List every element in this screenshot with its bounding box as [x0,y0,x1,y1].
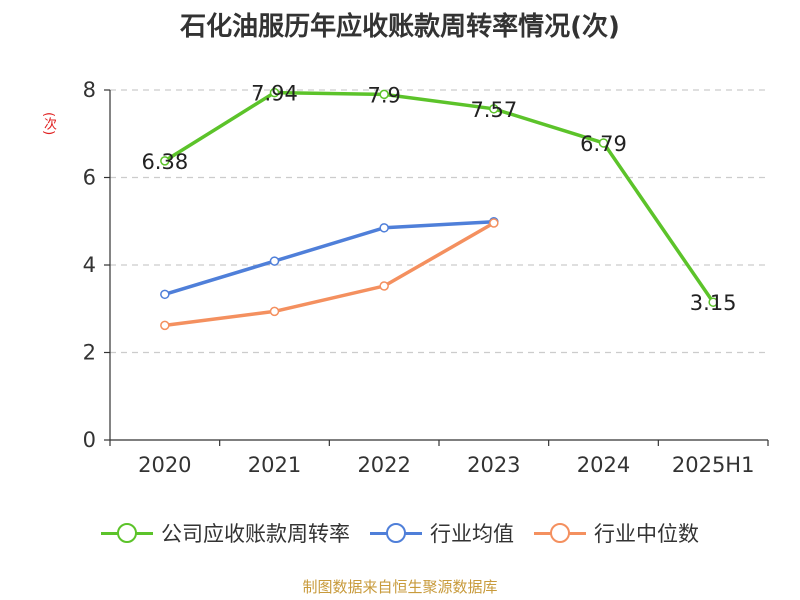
series-line-0 [163,90,715,304]
legend-dot [550,523,570,543]
data-point-1-2020 [160,289,170,300]
x-tick-label-2025H1: 2025H1 [672,453,755,477]
data-point-1-2022 [379,223,389,233]
axis-layer: 0 2 4 6 8 2020 2021 2022 2023 2024 2025H1 [83,78,769,477]
data-point-2-2022 [379,281,389,291]
legend-item-0[interactable]: 公司应收账款周转率 [101,518,350,548]
y-tick-label-2: 2 [83,341,96,365]
data-point-0-2021 [269,87,280,98]
series-line-2 [164,221,495,328]
x-tick-label-2020: 2020 [138,453,191,477]
y-axis-unit-label: (次) [41,112,56,136]
legend-dot [117,523,137,543]
legend-item-2[interactable]: 行业中位数 [534,518,699,548]
data-label-layer: 6.38 7.94 7.9 7.57 6.79 3.15 [141,82,736,316]
data-point-0-2022 [379,89,389,100]
data-point-0-2025H1 [708,297,718,307]
legend-dot [386,523,406,543]
y-tick-label-0: 0 [83,428,96,452]
data-label-0-2022: 7.9 [367,83,400,107]
legend-marker-icon [534,523,586,543]
data-point-0-2023 [489,104,499,114]
legend-item-1[interactable]: 行业均值 [370,518,514,548]
legend: 公司应收账款周转率 行业均值 行业中位数 [0,518,800,548]
data-point-1-2021 [269,256,280,266]
x-tick-label-2024: 2024 [577,453,630,477]
legend-label: 公司应收账款周转率 [161,522,350,546]
data-label-0-2024: 6.79 [580,132,627,156]
data-point-2-2021 [269,306,280,317]
chart-title: 石化油服历年应收账款周转率情况(次) [180,12,620,42]
data-label-0-2025H1: 3.15 [690,291,737,315]
source-note: 制图数据来自恒生聚源数据库 [302,578,498,596]
data-label-0-2020: 6.38 [141,150,188,174]
y-tick-label-4: 4 [83,253,96,277]
data-point-2-2023 [489,218,499,228]
data-point-0-2024 [598,138,609,148]
grid-layer [110,89,768,354]
data-point-0-2020 [160,156,170,166]
series-line-1 [164,219,494,296]
legend-label: 行业均值 [430,522,514,546]
series-layer [160,87,718,331]
y-tick-label-6: 6 [83,166,96,190]
data-label-0-2021: 7.94 [251,82,298,106]
line-chart: 0 2 4 6 8 2020 2021 2022 2023 2024 2025H1 6.38 7.94… [83,78,769,477]
legend-marker-icon [370,523,422,543]
legend-marker-icon [101,523,153,543]
x-tick-label-2023: 2023 [467,453,520,477]
data-label-0-2023: 7.57 [470,98,517,122]
x-tick-label-2021: 2021 [248,453,301,477]
data-point-2-2020 [160,320,170,331]
x-tick-label-2022: 2022 [357,453,410,477]
y-tick-label-8: 8 [83,78,96,102]
legend-label: 行业中位数 [594,522,699,546]
